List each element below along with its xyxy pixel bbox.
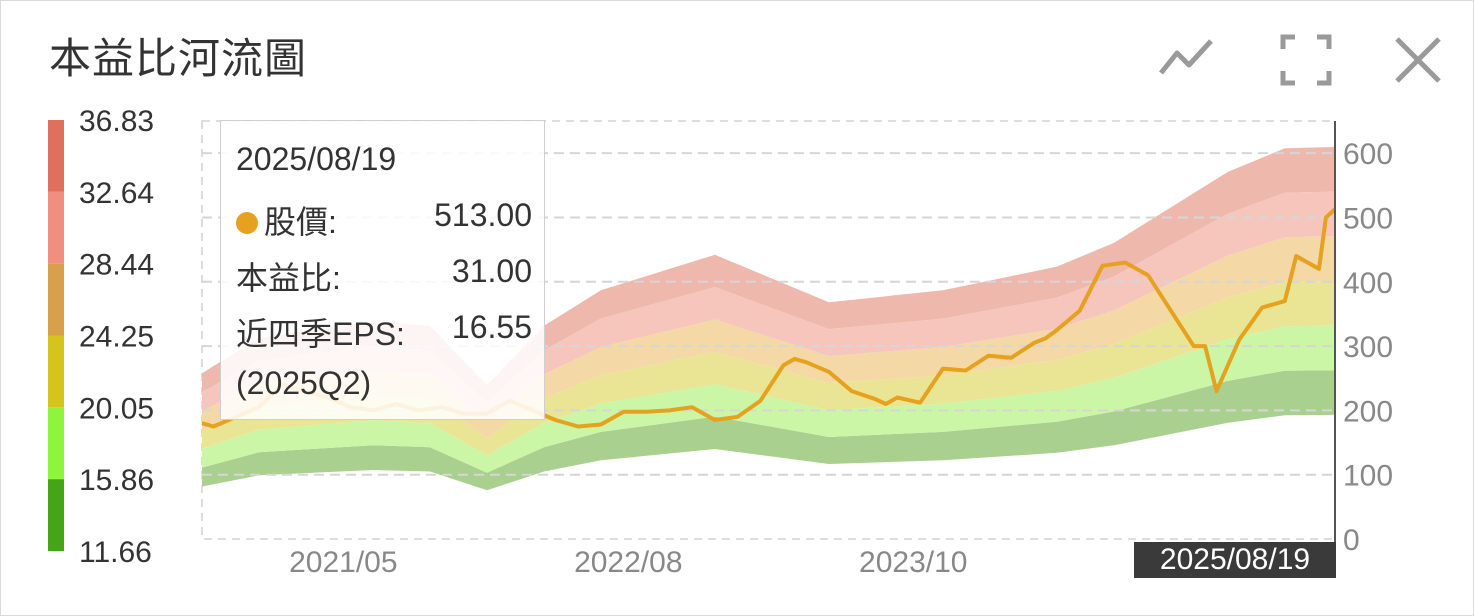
- pe-scale-label-0: 36.83: [79, 105, 154, 138]
- close-icon[interactable]: [1387, 29, 1449, 91]
- tooltip-price-row: 股價: 513.00: [236, 197, 544, 253]
- pe-band-5: [202, 147, 1335, 403]
- y-tick-label-6: 600: [1343, 138, 1393, 171]
- y-tick-label-1: 100: [1343, 460, 1393, 493]
- y-tick-label-2: 200: [1343, 395, 1393, 428]
- tooltip-price-value: 513.00: [434, 197, 532, 233]
- tooltip-eps-row: 近四季EPS: 16.55: [236, 309, 544, 365]
- pe-scale-segment-5: [48, 479, 64, 551]
- tooltip-pe-row: 本益比: 31.00: [236, 253, 544, 309]
- x-tick-label-0: 2021/05: [289, 546, 397, 579]
- x-tick-label-2: 2023/10: [859, 546, 967, 579]
- pe-scale-segment-0: [48, 120, 64, 192]
- date-axis: 2021/05 2022/08 2023/10: [289, 546, 967, 579]
- pe-scale-segment-2: [48, 263, 64, 336]
- tooltip-eps-value: 16.55: [451, 309, 532, 345]
- pe-band-2: [202, 280, 1335, 456]
- pe-band-1: [202, 325, 1335, 473]
- chart-tooltip: 2025/08/19 股價: 513.00 本益比: 31.00 近四季EPS:…: [220, 120, 545, 420]
- pe-scale-label-5: 15.86: [79, 464, 154, 497]
- pe-scale-label-2: 28.44: [79, 249, 154, 282]
- tooltip-price-label: 股價:: [264, 204, 337, 240]
- y-tick-label-5: 500: [1343, 202, 1393, 235]
- y-tick-label-3: 300: [1343, 331, 1393, 364]
- plot-border: [201, 120, 1336, 540]
- tooltip-date: 2025/08/19: [236, 141, 397, 177]
- line-chart-icon[interactable]: [1155, 29, 1217, 91]
- pe-scale-legend: 36.83 32.64 28.44 24.25 20.05 15.86 11.66: [48, 105, 154, 569]
- price-axis: 0 100 200 300 400 500 600: [1334, 121, 1393, 557]
- pe-band-3: [202, 236, 1335, 438]
- x-tick-label-1: 2022/08: [574, 546, 682, 579]
- tooltip-eps-quarter: (2025Q2): [236, 365, 372, 401]
- grid-lines: [202, 152, 1335, 476]
- pe-scale-label-4: 20.05: [79, 392, 154, 425]
- fullscreen-icon[interactable]: [1275, 29, 1337, 91]
- y-tick-label-0: 0: [1343, 524, 1360, 557]
- widget-title: 本益比河流圖: [49, 35, 308, 82]
- price-dot-icon: [236, 212, 258, 234]
- pe-band-4: [202, 191, 1335, 421]
- pe-scale-segment-3: [48, 335, 64, 408]
- pe-bands: [202, 147, 1335, 491]
- tooltip-eps-label: 近四季EPS:: [236, 316, 405, 352]
- pe-band-0: [202, 370, 1335, 491]
- pe-scale-label-3: 24.25: [79, 321, 154, 354]
- plot-frame: [201, 120, 1336, 540]
- crosshair-date-label: 2025/08/19: [1134, 542, 1336, 578]
- pe-scale-segment-1: [48, 191, 64, 264]
- pe-scale-segment-4: [48, 407, 64, 480]
- y-tick-label-4: 400: [1343, 267, 1393, 300]
- tooltip-pe-label: 本益比:: [236, 260, 341, 296]
- pe-scale-label-1: 32.64: [79, 177, 154, 210]
- tooltip-pe-value: 31.00: [451, 253, 532, 289]
- pe-scale-label-6: 11.66: [79, 536, 152, 569]
